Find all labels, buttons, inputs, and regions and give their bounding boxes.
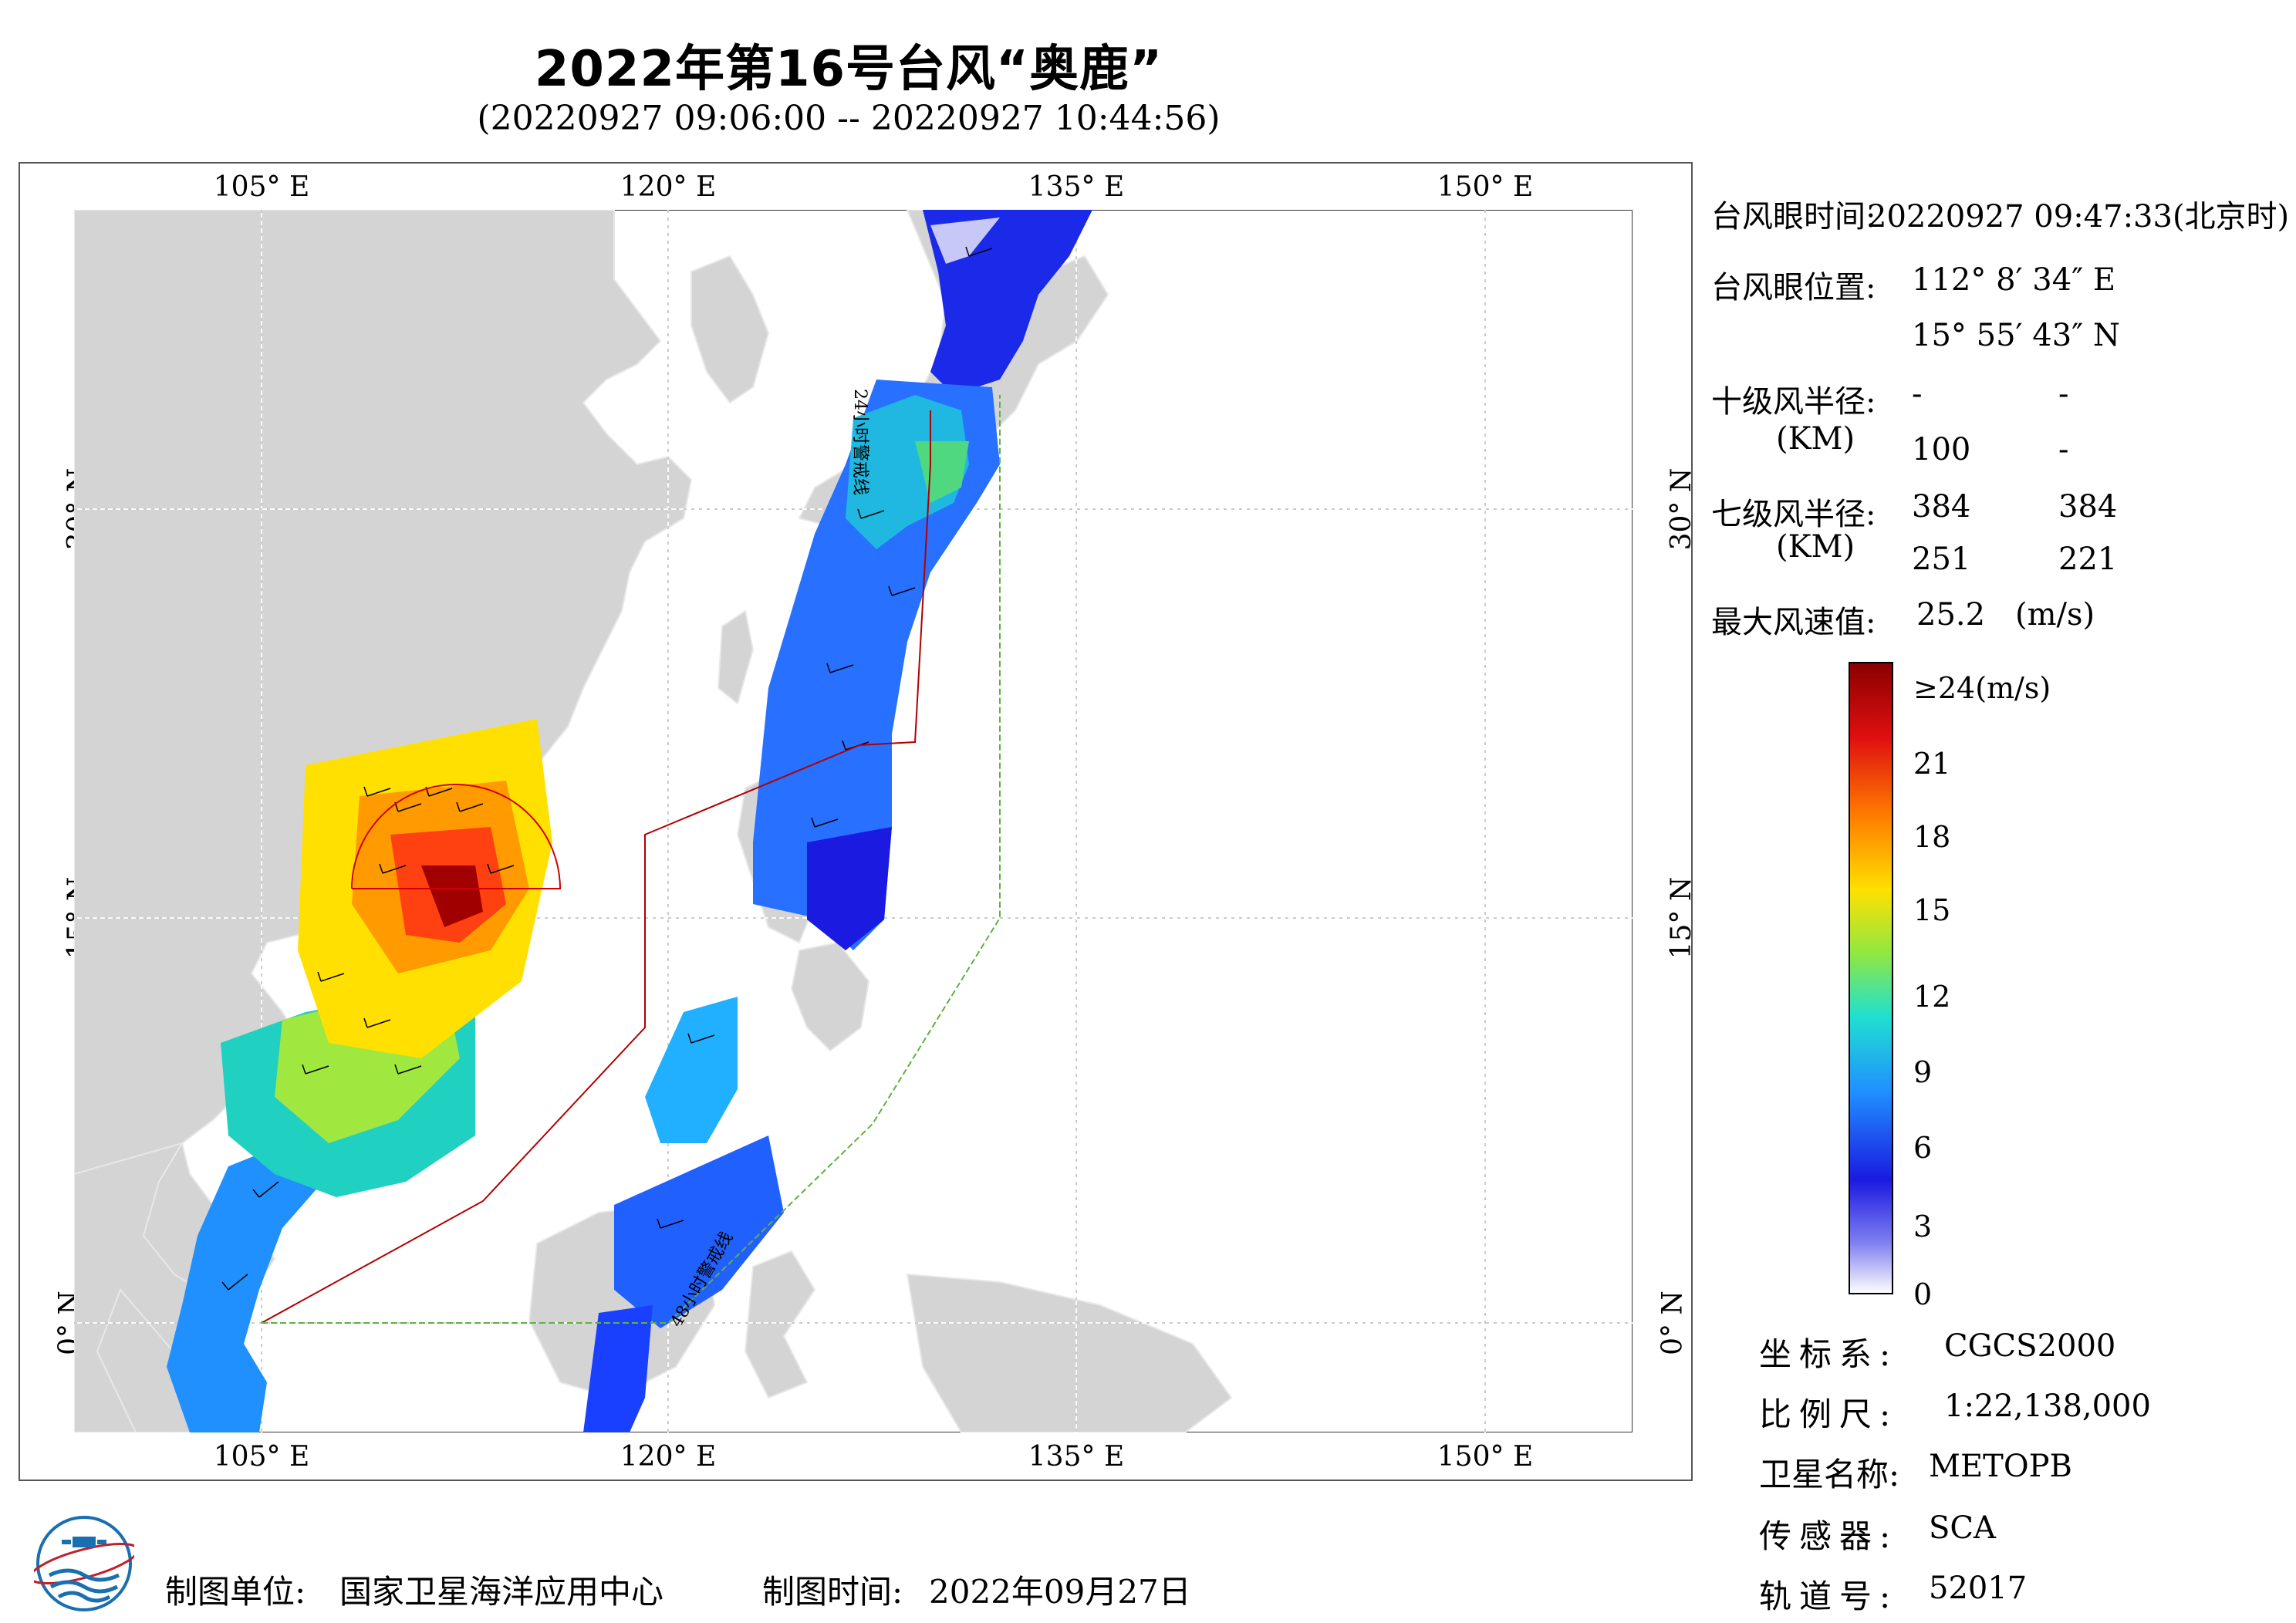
lat-tick-right-15: 15° N (1665, 876, 1697, 960)
eye-lon: 112° 8′ 34″ E (1912, 262, 2116, 298)
r10-nw: - (2058, 432, 2069, 467)
map-title: 2022年第16号台风“奥鹿” (534, 41, 1163, 98)
sat-label: 卫星名称: (1759, 1456, 1900, 1493)
r7-unit: (KM) (1776, 529, 1855, 565)
r10-sw: 100 (1912, 432, 1971, 467)
lon-tick-top-120: 120° E (620, 171, 717, 203)
colorbar-label-6: 6 (1913, 1131, 1933, 1165)
wind-field-map: 24小时警戒线 48小时警戒线 (74, 210, 1633, 1432)
eye-time-label: 台风眼时间: (1711, 199, 1876, 235)
sensor-label: 传感器: (1759, 1517, 1899, 1555)
land-korea (690, 255, 770, 404)
orbit-value: 52017 (1929, 1571, 2028, 1606)
eye-lat: 15° 55′ 43″ N (1912, 318, 2120, 353)
typhoon-wind-radius (351, 784, 562, 889)
lon-tick-bottom-150: 150° E (1437, 1441, 1534, 1473)
nsoas-logo-icon (34, 1516, 134, 1611)
max-wind-unit: (m/s) (2015, 597, 2095, 633)
wind-barbs (221, 246, 993, 1291)
swath-central-north (645, 997, 738, 1143)
max-wind-value: 25.2 (1916, 597, 1986, 633)
org-label: 制图单位: (165, 1573, 306, 1611)
lon-tick-bottom-105: 105° E (213, 1441, 310, 1473)
date-value: 2022年09月27日 (929, 1573, 1191, 1611)
warning-line-48h (262, 395, 1001, 1324)
swath-central-south (583, 1305, 653, 1432)
scale-value: 1:22,138,000 (1944, 1388, 2151, 1424)
wind-swath-east (753, 210, 1092, 950)
warning-24h-label: 24小时警戒线 (850, 389, 869, 495)
map-frame (19, 162, 1693, 1481)
scale-label: 比例尺: (1759, 1395, 1899, 1433)
lat-tick-right-0: 0° N (1656, 1291, 1689, 1355)
r7-nw: 221 (2058, 542, 2118, 577)
lon-tick-bottom-120: 120° E (620, 1441, 717, 1473)
colorbar-label-18: 18 (1913, 820, 1951, 854)
r10-label: 十级风半径: (1711, 384, 1876, 420)
r7-se: 384 (2058, 489, 2118, 525)
r10-unit: (KM) (1776, 421, 1855, 457)
land-new-guinea (906, 1273, 1233, 1432)
colorbar (1849, 662, 1893, 1294)
crs-value: CGCS2000 (1944, 1328, 2116, 1364)
warning-line-24h (261, 410, 931, 1324)
r7-sw: 251 (1912, 542, 1971, 577)
lon-tick-top-150: 150° E (1437, 171, 1534, 203)
r7-ne: 384 (1912, 489, 1971, 525)
lon-tick-bottom-135: 135° E (1028, 1441, 1125, 1473)
swath-west-darkred (421, 865, 483, 927)
crs-label: 坐标系: (1759, 1335, 1899, 1373)
eye-pos-label: 台风眼位置: (1711, 270, 1876, 305)
colorbar-label-21: 21 (1913, 747, 1951, 781)
lon-tick-top-135: 135° E (1028, 171, 1125, 203)
lon-tick-top-105: 105° E (213, 171, 310, 203)
swath-central-mid (614, 1135, 784, 1328)
org-value: 国家卫星海洋应用中心 (339, 1573, 664, 1611)
date-label: 制图时间: (762, 1573, 903, 1611)
map-subtitle: (20220927 09:06:00 -- 20220927 10:44:56) (477, 99, 1221, 138)
swath-west-south (167, 1135, 336, 1432)
land-taiwan (717, 609, 755, 705)
r10-se: - (2058, 376, 2069, 412)
colorbar-label-3: 3 (1913, 1210, 1933, 1243)
colorbar-label-15: 15 (1913, 893, 1951, 927)
wind-swath-central (583, 997, 784, 1432)
orbit-label: 轨道号: (1759, 1577, 1899, 1615)
colorbar-label-12: 12 (1913, 980, 1951, 1014)
lat-tick-right-30: 30° N (1665, 467, 1697, 551)
swath-east-main (753, 380, 1000, 950)
land-philippines-south (790, 941, 870, 1052)
swath-east-mid (846, 395, 969, 549)
colorbar-label-0: 0 (1913, 1277, 1933, 1311)
swath-east-north-low (930, 218, 1000, 264)
land-sulawesi (744, 1250, 816, 1399)
eye-time-value: 20220927 09:47:33(北京时) (1867, 199, 2290, 235)
swath-east-south (807, 827, 892, 950)
sensor-value: SCA (1929, 1510, 1996, 1546)
r7-label: 七级风半径: (1711, 497, 1876, 532)
r10-ne: - (1912, 376, 1923, 412)
colorbar-label-9: 9 (1913, 1055, 1933, 1089)
sat-value: METOPB (1929, 1449, 2072, 1484)
colorbar-label-24: ≥24(m/s) (1913, 671, 2051, 705)
max-wind-label: 最大风速值: (1711, 605, 1876, 640)
